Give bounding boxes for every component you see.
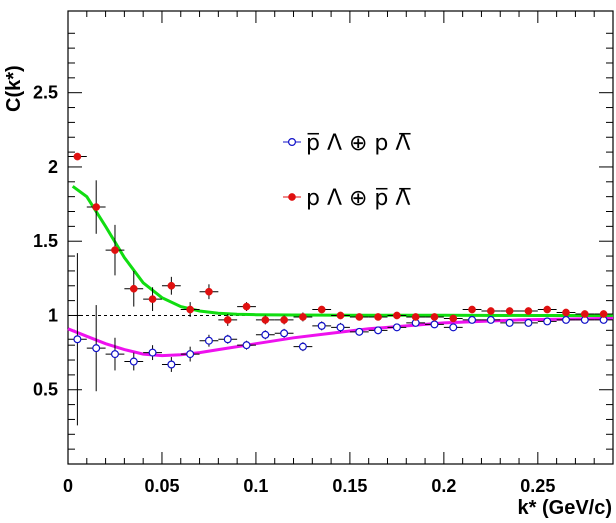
data-point [261,316,270,324]
data-point [110,350,119,359]
data-point [411,313,420,321]
data-point [505,307,514,315]
data-point [374,326,383,335]
data-point [486,307,495,315]
data-point [524,318,533,327]
data-point [148,348,157,357]
data-point [355,313,364,321]
data-point [148,295,157,303]
legend: p̅ Λ ⊕ p Λ̅ p Λ ⊕ p̅ Λ̅ [283,131,411,211]
x-tick-label: 0.2 [431,476,456,496]
axis-ticks: 0 0.05 0.1 0.15 0.2 0.25 0.5 1 1.5 2 2.5 [33,11,613,496]
data-point [242,341,251,350]
data-point [562,315,571,324]
data-point [280,329,289,338]
data-point [205,287,213,296]
data-point [129,284,138,293]
data-point [261,330,270,339]
data-point [186,305,195,314]
data-point [449,314,458,323]
data-point [392,323,401,332]
data-point [223,316,232,324]
data-point [580,310,589,318]
data-point [430,313,439,321]
x-tick-label: 0.05 [144,476,179,496]
x-tick-label: 0.25 [520,476,555,496]
data-point [242,302,251,311]
data-point [336,323,345,332]
legend-label: p Λ ⊕ p̅ Λ̅ [306,186,411,211]
y-axis-title: C(k*) [3,65,25,112]
data-point [599,310,608,318]
data-point [280,316,288,324]
data-point [73,152,82,161]
data-point [317,305,326,314]
y-tick-label: 1.5 [33,231,58,251]
x-tick-label: 0.15 [332,476,367,496]
legend-marker [288,193,296,201]
y-tick-label: 1 [48,305,58,325]
data-point [167,281,176,290]
data-point [92,344,101,353]
data-point [430,320,439,329]
plot-frame [67,10,614,465]
data-point [543,305,552,314]
data-points [68,152,613,426]
data-point [393,311,401,320]
data-point [336,311,345,320]
data-point [186,350,195,359]
data-point [468,305,476,314]
data-point [562,308,570,317]
legend-marker [288,138,297,147]
y-tick-label: 2.5 [33,83,58,103]
x-tick-label: 0.1 [243,476,268,496]
data-point [298,342,307,351]
data-point [299,313,307,321]
data-point [111,246,119,254]
data-point [524,307,533,315]
data-point [505,318,514,327]
data-point [543,317,552,326]
data-point [223,335,232,344]
x-tick-label: 0 [63,476,73,496]
data-point [129,357,138,366]
data-point [468,315,477,324]
data-point [167,360,176,369]
fit-curve-1 [67,316,614,358]
x-axis-title: k* (GeV/c) [518,497,612,519]
y-tick-label: 2 [48,157,58,177]
data-point [355,327,364,336]
data-point [449,323,458,332]
data-point [486,315,495,324]
data-point [317,321,326,330]
data-point [204,336,213,345]
data-point [92,203,101,211]
data-point [73,335,82,344]
y-tick-label: 0.5 [33,380,58,400]
data-point [374,313,382,321]
legend-label: p̅ Λ ⊕ p Λ̅ [306,131,411,156]
